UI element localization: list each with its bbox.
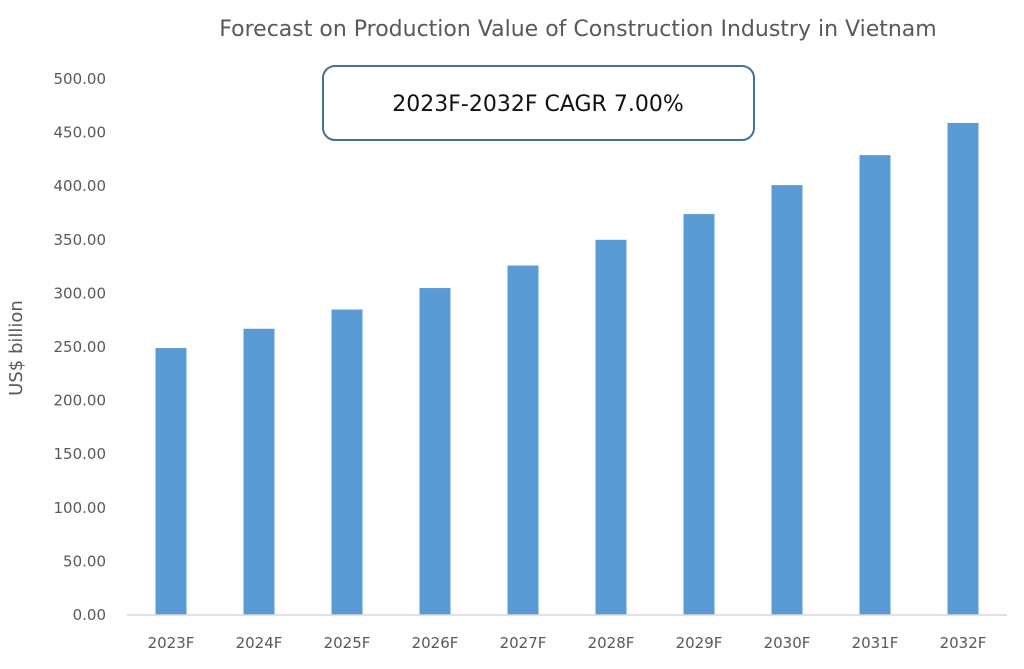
chart-title: Forecast on Production Value of Construc… [219, 17, 936, 42]
x-tick-label: 2023F [148, 634, 195, 652]
y-tick-label: 50.00 [63, 552, 106, 570]
x-tick-label: 2027F [500, 634, 547, 652]
x-tick-label: 2031F [852, 634, 899, 652]
x-tick-label: 2024F [236, 634, 283, 652]
bar-2027F [507, 265, 539, 615]
bar-2025F [331, 309, 363, 615]
x-axis-ticks: 2023F 2024F 2025F 2026F 2027F 2028F 2029F 2030F… [148, 634, 987, 652]
y-tick-label: 250.00 [54, 338, 107, 356]
bar-2030F [771, 185, 803, 616]
x-tick-label: 2030F [764, 634, 811, 652]
x-tick-label: 2028F [588, 634, 635, 652]
bar-2028F [595, 239, 627, 616]
y-tick-label: 0.00 [73, 606, 106, 624]
bar-2023F [155, 348, 187, 615]
y-tick-label: 100.00 [54, 499, 107, 517]
bars [155, 122, 979, 616]
y-tick-label: 500.00 [54, 70, 107, 88]
bar-2031F [859, 155, 891, 615]
x-tick-label: 2029F [676, 634, 723, 652]
y-tick-label: 450.00 [54, 124, 107, 142]
x-tick-label: 2026F [412, 634, 459, 652]
y-tick-label: 350.00 [54, 231, 107, 249]
y-tick-label: 150.00 [54, 445, 107, 463]
bar-2032F [947, 122, 979, 616]
bar-2026F [419, 288, 451, 615]
annotation-box-border [322, 65, 755, 141]
cagr-annotation: 2023F-2032F CAGR 7.00% [392, 92, 683, 117]
y-axis-label: US$ billion [6, 300, 27, 396]
y-tick-label: 300.00 [54, 284, 107, 302]
annotation-box: 2023F-2032F CAGR 7.00% [322, 65, 755, 141]
x-tick-label: 2025F [324, 634, 371, 652]
bar-2024F [243, 328, 275, 615]
y-tick-label: 400.00 [54, 177, 107, 195]
y-axis-ticks: 0.00 50.00 100.00 150.00 200.00 250.00 300.00 3… [54, 70, 107, 624]
y-tick-label: 200.00 [54, 392, 107, 410]
x-tick-label: 2032F [940, 634, 987, 652]
bar-2029F [683, 214, 715, 615]
